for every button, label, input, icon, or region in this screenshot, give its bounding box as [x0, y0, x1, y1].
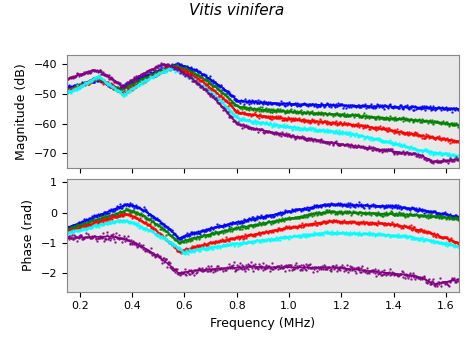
- Y-axis label: Magnitude (dB): Magnitude (dB): [15, 63, 28, 160]
- X-axis label: Frequency (MHz): Frequency (MHz): [210, 317, 316, 330]
- Y-axis label: Phase (rad): Phase (rad): [22, 199, 35, 272]
- Text: Vitis vinifera: Vitis vinifera: [190, 3, 284, 18]
